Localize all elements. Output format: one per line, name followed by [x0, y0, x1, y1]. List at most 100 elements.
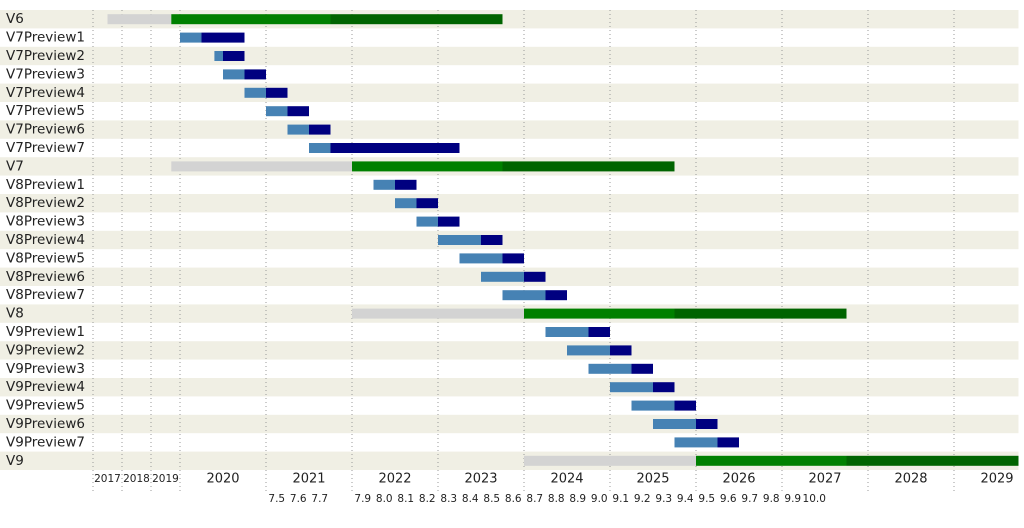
segment — [674, 437, 718, 448]
segment — [567, 345, 610, 356]
segment — [846, 455, 1019, 466]
segment — [631, 363, 653, 374]
segment — [309, 143, 331, 153]
segment — [416, 216, 438, 227]
row-label: V7Preview3 — [6, 66, 85, 82]
x-tick-label: 2022 — [378, 472, 411, 487]
segment — [171, 14, 331, 25]
segment — [180, 32, 202, 43]
segment — [610, 382, 653, 393]
segment — [588, 327, 610, 337]
segment — [107, 14, 172, 25]
row-band — [0, 378, 1019, 397]
segment — [287, 106, 309, 117]
bars — [107, 14, 1019, 466]
x-tick-label: 2026 — [722, 472, 755, 487]
x-tick-label: 2025 — [636, 472, 669, 487]
version-tick-label: 8.1 — [397, 493, 414, 505]
version-tick-label: 7.7 — [311, 493, 328, 505]
x-tick-label: 2021 — [292, 472, 325, 487]
segment — [545, 327, 589, 337]
segment — [171, 161, 352, 172]
segment — [481, 235, 503, 245]
row-label: V9Preview1 — [6, 324, 85, 340]
row-label: V9Preview5 — [6, 398, 85, 414]
version-tick-label: 7.5 — [268, 493, 285, 505]
version-tick-label: 9.1 — [612, 493, 629, 505]
x-tick-label: 2028 — [894, 472, 927, 487]
row-label: V9Preview3 — [6, 361, 85, 377]
x-tick-label: 2017 — [94, 473, 121, 485]
segment — [438, 235, 481, 245]
version-tick-label: 8.7 — [526, 493, 543, 505]
version-tick-label: 9.7 — [741, 493, 758, 505]
version-tick-label: 9.6 — [720, 493, 737, 505]
segment — [352, 308, 524, 319]
segment — [696, 419, 718, 429]
segment — [266, 106, 288, 117]
row-bands — [0, 10, 1019, 470]
segment — [244, 87, 266, 98]
row-label: V8Preview6 — [6, 269, 85, 285]
row-label: V9Preview2 — [6, 342, 85, 358]
row-label: V7Preview6 — [6, 122, 85, 138]
x-tick-label: 2023 — [464, 472, 497, 487]
version-tick-label: 9.9 — [784, 493, 801, 505]
row-band — [0, 230, 1019, 250]
row-label: V8Preview5 — [6, 250, 85, 266]
segment — [266, 87, 288, 98]
x-tick-label: 2029 — [980, 472, 1013, 487]
segment — [674, 308, 847, 319]
segment — [653, 419, 696, 429]
x-tick-label: 2027 — [808, 472, 841, 487]
row-label: V7Preview7 — [6, 140, 85, 156]
row-label: V9Preview4 — [6, 379, 85, 395]
row-label: V9Preview6 — [6, 416, 85, 432]
segment — [524, 271, 546, 282]
segment — [502, 290, 546, 301]
version-tick-label: 8.8 — [548, 493, 565, 505]
row-label: V8Preview4 — [6, 232, 85, 248]
row-label: V8Preview1 — [6, 177, 85, 193]
version-tick-label: 9.2 — [634, 493, 651, 505]
segment — [416, 198, 438, 209]
segment — [502, 253, 524, 264]
x-tick-label: 2020 — [206, 472, 239, 487]
segment — [524, 455, 696, 466]
row-band — [0, 194, 1019, 213]
version-tick-label: 8.9 — [569, 493, 586, 505]
segment — [524, 308, 675, 319]
row-band — [0, 414, 1019, 434]
segment — [223, 51, 245, 61]
segment — [395, 198, 417, 209]
segment — [330, 143, 460, 153]
version-tick-label: 8.6 — [505, 493, 522, 505]
row-band — [0, 341, 1019, 360]
version-tick-label: 8.2 — [419, 493, 436, 505]
version-tick-label: 7.6 — [290, 493, 307, 505]
row-label: V7Preview2 — [6, 48, 85, 64]
row-label: V8Preview2 — [6, 195, 85, 211]
row-label: V6 — [6, 11, 24, 27]
row-label: V7Preview4 — [6, 85, 85, 101]
segment — [309, 124, 331, 135]
segment — [459, 253, 503, 264]
row-label: V7Preview1 — [6, 30, 85, 46]
x-tick-label: 2018 — [123, 473, 150, 485]
row-label: V7Preview5 — [6, 103, 85, 119]
version-tick-label: 7.9 — [354, 493, 371, 505]
segment — [201, 32, 245, 43]
segment — [223, 69, 245, 80]
row-label: V8Preview3 — [6, 214, 85, 230]
x-tick-label: 2024 — [550, 472, 583, 487]
segment — [502, 161, 675, 172]
segment — [287, 124, 309, 135]
segment — [244, 69, 266, 80]
row-label: V9 — [6, 453, 24, 469]
row-band — [0, 83, 1019, 102]
row-label: V8 — [6, 306, 24, 322]
segment — [373, 179, 395, 190]
version-tick-label: 9.3 — [655, 493, 672, 505]
segment — [545, 290, 567, 301]
